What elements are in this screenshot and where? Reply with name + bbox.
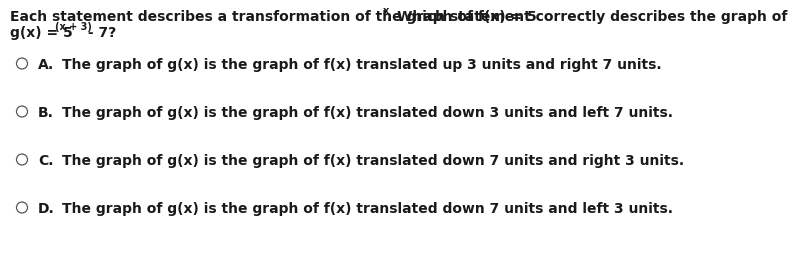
- Text: The graph of g(x) is the graph of f(x) translated down 7 units and right 3 units: The graph of g(x) is the graph of f(x) t…: [62, 154, 684, 168]
- Text: A.: A.: [38, 58, 54, 72]
- Text: (x + 3): (x + 3): [55, 22, 92, 32]
- Text: - 7?: - 7?: [83, 26, 116, 40]
- Text: Each statement describes a transformation of the graph of f(x) = 5: Each statement describes a transformatio…: [10, 10, 537, 24]
- Text: g(x) = 5: g(x) = 5: [10, 26, 73, 40]
- Text: B.: B.: [38, 106, 54, 120]
- Text: C.: C.: [38, 154, 54, 168]
- Text: . Which statement correctly describes the graph of: . Which statement correctly describes th…: [387, 10, 787, 24]
- Text: The graph of g(x) is the graph of f(x) translated down 7 units and left 3 units.: The graph of g(x) is the graph of f(x) t…: [62, 202, 673, 216]
- Text: The graph of g(x) is the graph of f(x) translated up 3 units and right 7 units.: The graph of g(x) is the graph of f(x) t…: [62, 58, 662, 72]
- Text: The graph of g(x) is the graph of f(x) translated down 3 units and left 7 units.: The graph of g(x) is the graph of f(x) t…: [62, 106, 673, 120]
- Text: D.: D.: [38, 202, 54, 216]
- Text: x: x: [383, 6, 389, 16]
